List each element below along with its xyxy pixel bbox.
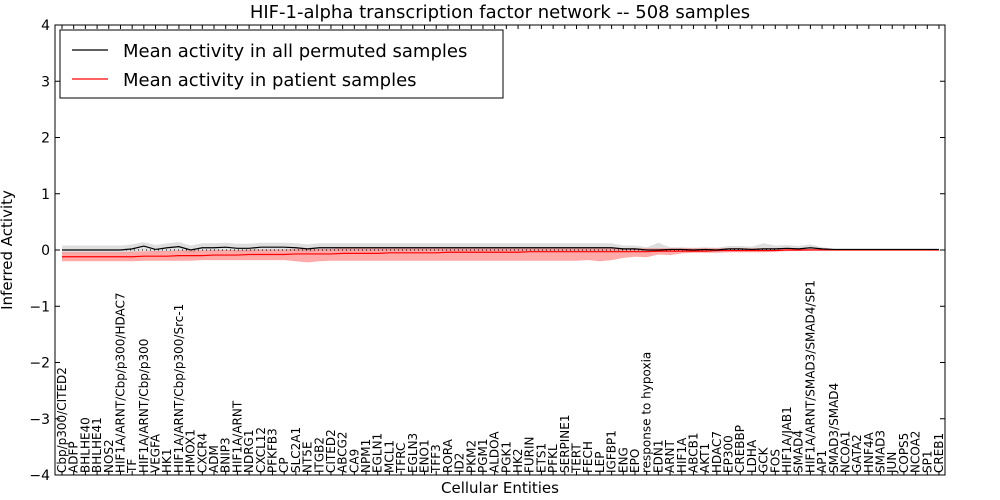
line-patient [62,249,939,258]
x-tick-label: HK1 [160,448,174,473]
legend-box [59,29,504,99]
x-tick-label: EGLN1 [371,433,385,473]
y-tick-label: 3 [41,74,50,90]
x-tick-label: EPO [628,449,642,473]
x-axis-ticks: Cbp/p300/CITED2ADFPBHLHE40BHLHE41NOS2HIF… [55,25,946,475]
plot-frame [54,24,946,476]
x-tick-label: CXCR4 [195,433,209,473]
x-tick-label: FURIN [523,436,537,473]
y-tick-label: 2 [41,131,50,147]
y-tick-label: −2 [29,356,50,372]
x-tick-label: AKT1 [698,443,712,473]
x-tick-label: TERT [570,443,584,474]
x-tick-label: EDN1 [651,440,665,473]
x-tick-label: LDHA [745,439,759,473]
x-tick-label: BHLHE40 [78,417,92,473]
chart-title: HIF-1-alpha transcription factor network… [250,2,750,23]
x-tick-label: BHLHE41 [90,417,104,473]
legend: Mean activity in all permuted samples Me… [59,29,504,99]
x-tick-label: CA9 [347,449,361,473]
x-tick-label: HIF1A/ARNT/Cbp/p300/Src-1 [172,304,186,473]
x-tick-label: SP1 [920,451,934,474]
x-tick-label: NDRG1 [242,430,256,474]
y-axis-label: Inferred Activity [0,190,16,310]
x-tick-label: PGK1 [499,441,513,473]
x-tick-label: CREB1 [932,433,946,473]
x-tick-label: TF [125,459,139,474]
x-tick-label: EP300 [722,435,736,473]
x-tick-label: NCOA1 [838,431,852,473]
y-tick-label: 4 [41,18,50,34]
x-tick-label: NCOA2 [909,431,923,473]
x-tick-label: HDAC7 [710,431,724,473]
x-tick-label: SLC2A1 [289,427,303,473]
x-tick-label: LEP [593,451,607,473]
x-tick-label: ALDOA [488,431,502,473]
x-tick-label: response to hypoxia [640,352,654,473]
x-tick-label: HK2 [511,448,525,473]
band-patient [62,247,939,263]
x-tick-label: CXCL12 [254,427,268,473]
x-tick-label: HIF1A [675,437,689,473]
x-tick-label: HIF1A/ARNT/SMAD3/SMAD4/SP1 [803,280,817,473]
x-tick-label: VEGFA [149,433,163,473]
x-tick-label: CREBBP [733,425,747,473]
x-tick-label: ABCG2 [336,431,350,473]
legend-label-permuted: Mean activity in all permuted samples [123,41,467,62]
x-tick-label: HIF1A/JAB1 [780,406,794,473]
x-tick-label: HNF4A [862,431,876,473]
x-tick-label: SMAD4 [792,430,806,473]
y-tick-label: −1 [29,299,50,315]
x-tick-label: CITED2 [324,429,338,473]
x-tick-label: RORA [441,438,455,473]
x-tick-label: CP [277,457,291,473]
x-tick-label: HIF1A/ARNT/Cbp/p300/HDAC7 [113,292,127,473]
x-tick-label: ABCB1 [686,433,700,473]
x-tick-label: PFKFB3 [265,428,279,473]
x-tick-label: HIF1A/ARNT [230,400,244,473]
x-tick-label: NT5E [301,441,315,473]
line-permuted [62,245,939,251]
x-tick-label: ARNT [663,439,677,473]
x-tick-label: PGM1 [476,438,490,473]
x-tick-label: ITGB2 [312,437,326,473]
x-axis-label: Cellular Entities [441,479,559,497]
x-tick-label: HMOX1 [184,429,198,473]
x-tick-label: GATA2 [850,434,864,473]
y-tick-label: −4 [29,468,50,484]
y-tick-label: 1 [41,187,50,203]
x-tick-label: SMAD3 [874,430,888,473]
y-tick-label: 0 [41,243,50,259]
x-tick-label: PFKL [546,444,560,473]
y-tick-label: −3 [29,412,50,428]
lines-layer [62,245,939,258]
x-tick-label: ENG [616,447,630,473]
x-tick-label: ENO1 [417,439,431,473]
x-tick-label: IGFBP1 [605,430,619,473]
x-tick-label: JUN [885,452,899,474]
x-tick-label: TFF3 [429,444,443,474]
x-tick-label: TFRC [394,443,408,474]
x-tick-label: ID2 [453,453,467,473]
x-tick-label: SERPINE1 [558,414,572,473]
x-tick-label: ADFP [67,441,81,473]
x-tick-label: ADM [207,445,221,473]
x-tick-label: SMAD3/SMAD4 [827,383,841,473]
legend-label-patient: Mean activity in patient samples [123,70,417,91]
x-tick-label: Cbp/p300/CITED2 [55,367,69,473]
x-tick-label: HIF1A/ARNT/Cbp/p300 [137,339,151,473]
x-tick-label: MCL1 [382,440,396,473]
x-tick-label: AP1 [815,450,829,473]
x-tick-label: FOS [768,449,782,473]
x-tick-label: EGLN3 [406,433,420,473]
x-tick-label: COPS5 [897,433,911,473]
x-tick-label: NOS2 [102,439,116,473]
x-tick-label: BNIP3 [219,437,233,473]
x-tick-label: PKM2 [464,440,478,473]
x-tick-label: GCK [757,446,771,473]
x-tick-label: ETS1 [534,443,548,473]
x-tick-label: FECH [581,441,595,473]
x-tick-label: NPM1 [359,439,373,473]
